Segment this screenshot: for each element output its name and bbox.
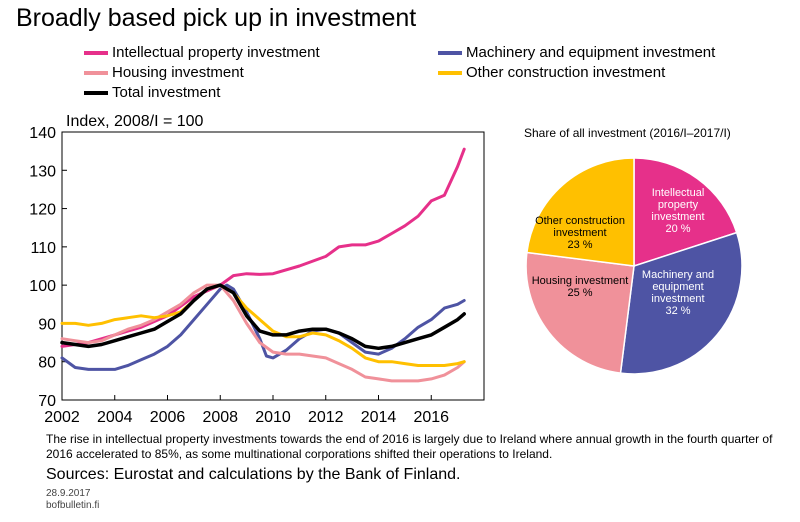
x-tick-label: 2014 (361, 409, 397, 426)
y-tick-label: 100 (29, 278, 56, 295)
pie-slice-label: Other construction investment 23 % (535, 215, 625, 251)
y-tick-label: 140 (29, 125, 56, 142)
x-tick-label: 2006 (150, 409, 186, 426)
footnote: The rise in intellectual property invest… (46, 432, 773, 461)
x-tick-label: 2010 (255, 409, 291, 426)
x-tick-label: 2004 (97, 409, 133, 426)
site-name: bofbulletin.fi (46, 500, 100, 511)
legend-swatch (438, 70, 462, 75)
legend-swatch (84, 50, 108, 55)
pie-slice-label: Intellectual property investment 20 % (651, 187, 704, 235)
x-tick-label: 2002 (44, 409, 80, 426)
chart-title: Broadly based pick up in investment (16, 4, 417, 32)
legend-label: Total investment (112, 84, 221, 101)
y-tick-label: 110 (30, 240, 56, 257)
legend-label: Other construction investment (466, 64, 666, 81)
y-tick-label: 130 (29, 163, 56, 180)
series-line-3 (60, 283, 466, 367)
legend-item: Intellectual property investment (84, 44, 320, 61)
legend-item: Other construction investment (438, 64, 665, 81)
legend-label: Machinery and equipment investment (466, 44, 716, 61)
sources: Sources: Eurostat and calculations by th… (46, 466, 461, 483)
legend-item: Machinery and equipment investment (438, 44, 715, 61)
pie-slice-2 (525, 251, 635, 374)
legend-swatch (84, 70, 108, 75)
series-line-2 (60, 283, 466, 383)
pie-slice-1 (619, 231, 743, 375)
y-axis-label: Index, 2008/I = 100 (66, 113, 204, 130)
series-line-4 (60, 283, 466, 351)
line-chart: 70 80 90 100 110 120 130 140 2002 2004 2006 2008 201… (29, 113, 485, 426)
pie-chart: Intellectual property investment 20 % Machin… (525, 157, 743, 375)
y-tick-label: 120 (29, 202, 56, 219)
legend-item: Housing investment (84, 64, 244, 81)
legend-item: Total investment (84, 84, 220, 101)
y-tick-label: 90 (38, 316, 56, 333)
y-tick-label: 80 (38, 355, 56, 372)
pie-title: Share of all investment (2016/I–2017/I) (524, 126, 731, 140)
x-tick-label: 2016 (413, 409, 449, 426)
legend-swatch (438, 50, 462, 55)
x-tick-label: 2008 (202, 409, 238, 426)
y-tick-label: 70 (38, 393, 56, 410)
pie-slice-0 (633, 157, 738, 268)
legend-label: Intellectual property investment (112, 44, 320, 61)
legend-swatch (84, 90, 108, 95)
pie-slice-label: Machinery and equipment investment 32 % (642, 269, 714, 317)
x-tick-label: 2012 (308, 409, 344, 426)
date-stamp: 28.9.2017 (46, 488, 91, 499)
pie-slice-label: Housing investment 25 % (532, 275, 629, 299)
pie-slice-3 (526, 157, 635, 267)
legend-label: Housing investment (112, 64, 244, 81)
